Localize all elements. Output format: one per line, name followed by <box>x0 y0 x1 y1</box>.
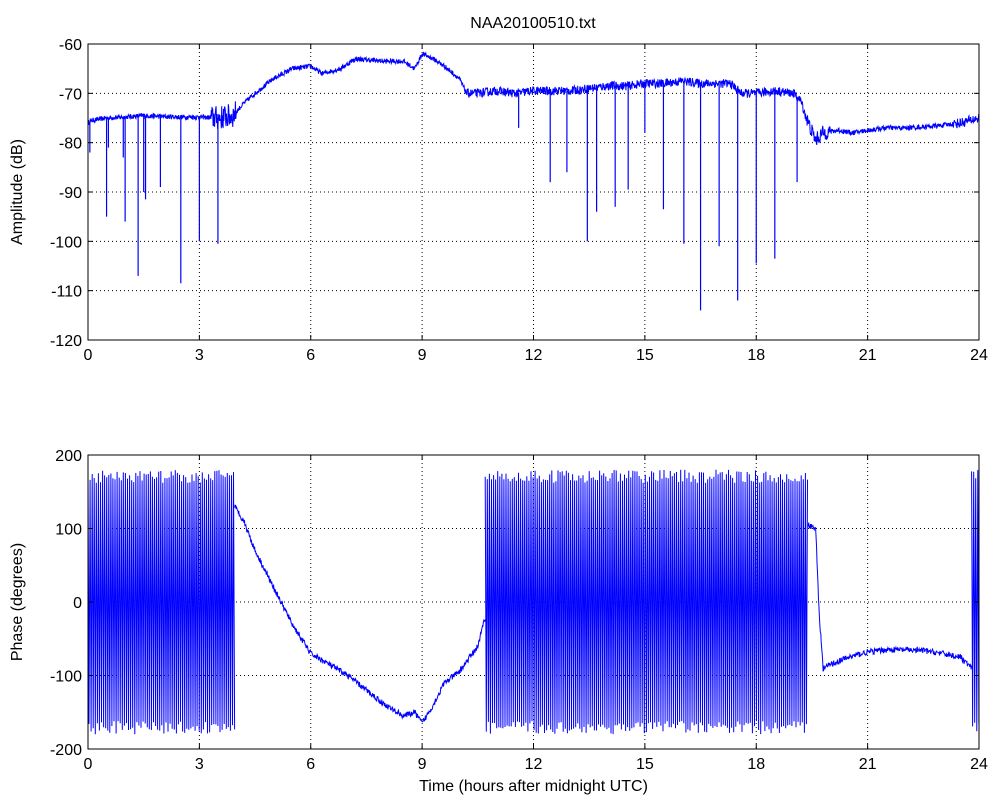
x-tick-label: 3 <box>195 756 204 773</box>
x-tick-label: 12 <box>525 347 543 364</box>
x-tick-label: 0 <box>84 347 93 364</box>
y-tick-label: -80 <box>59 136 82 153</box>
x-tick-label: 24 <box>970 347 988 364</box>
phase-y-axis-label: Phase (degrees) <box>9 543 26 661</box>
phase-wrapped-segment <box>484 469 808 735</box>
phase-wrapped-segment <box>971 470 980 732</box>
y-tick-label: -100 <box>50 234 82 251</box>
amplitude-y-axis-label: Amplitude (dB) <box>9 139 26 245</box>
figure-title: NAA20100510.txt <box>470 15 596 32</box>
phase-series-line <box>234 504 486 723</box>
phase-wrapped-segment <box>87 470 236 735</box>
amplitude-panel: 0 3 6 9 12 15 18 21 24 -120 -110 -100 -90 -80 -70 -60 A… <box>9 37 988 364</box>
phase-trace <box>87 469 980 735</box>
y-tick-label: 0 <box>73 595 82 612</box>
x-tick-label: 21 <box>859 756 877 773</box>
phase-panel: 0 3 6 9 12 15 18 21 24 -200 -100 0 100 200 Phase (deg… <box>9 448 988 795</box>
phase-ticks: 0 3 6 9 12 15 18 21 24 -200 -100 0 100 200 <box>50 448 988 773</box>
x-tick-label: 15 <box>636 756 654 773</box>
x-tick-label: 9 <box>418 756 427 773</box>
x-tick-label: 3 <box>195 347 204 364</box>
y-tick-label: -110 <box>51 284 82 301</box>
x-tick-label: 12 <box>525 756 543 773</box>
amplitude-series-line <box>87 51 980 145</box>
x-tick-label: 6 <box>306 347 315 364</box>
y-tick-label: 200 <box>55 448 82 465</box>
x-tick-label: 6 <box>306 756 315 773</box>
amplitude-ticks: 0 3 6 9 12 15 18 21 24 -120 -110 -100 -90 -80 -70 -60 <box>50 37 988 364</box>
y-tick-label: -200 <box>50 742 82 759</box>
y-tick-label: -100 <box>50 669 82 686</box>
y-tick-label: 100 <box>55 522 82 539</box>
x-tick-label: 18 <box>747 756 765 773</box>
y-tick-label: -120 <box>50 333 82 350</box>
x-tick-label: 15 <box>636 347 654 364</box>
phase-series-line <box>807 522 973 672</box>
y-tick-label: -60 <box>59 37 82 54</box>
y-tick-label: -70 <box>59 86 82 103</box>
amplitude-trace <box>87 51 980 311</box>
x-tick-label: 0 <box>84 756 93 773</box>
x-tick-label: 24 <box>970 756 988 773</box>
x-tick-label: 21 <box>859 347 877 364</box>
x-tick-label: 9 <box>418 347 427 364</box>
x-tick-label: 18 <box>747 347 765 364</box>
y-tick-label: -90 <box>59 185 82 202</box>
phase-x-axis-label: Time (hours after midnight UTC) <box>419 778 648 795</box>
